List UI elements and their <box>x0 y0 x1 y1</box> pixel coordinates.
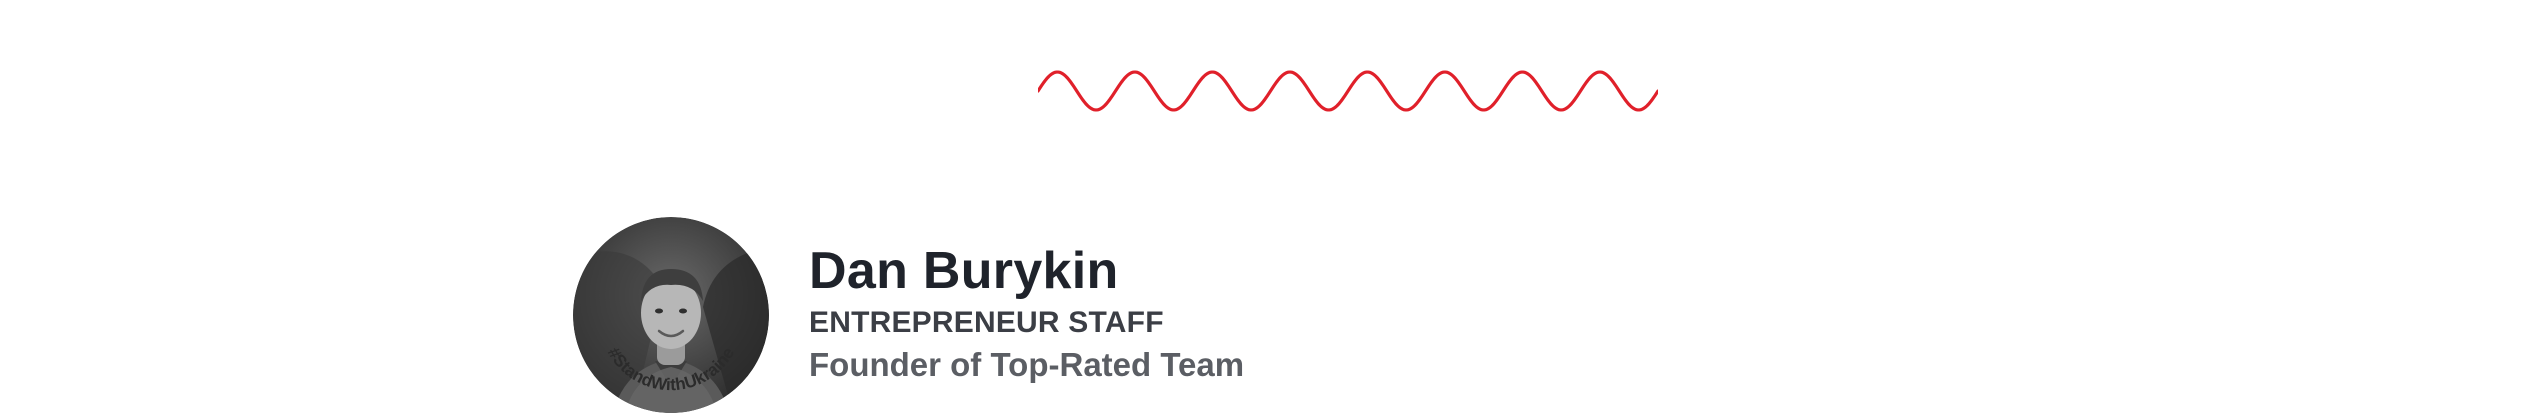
avatar: #StandWithUkraine <box>573 217 769 413</box>
author-card: #StandWithUkraine Dan Burykin ENTREPRENE… <box>573 217 1244 413</box>
author-info: Dan Burykin ENTREPRENEUR STAFF Founder o… <box>809 240 1244 386</box>
author-name: Dan Burykin <box>809 242 1119 300</box>
author-description: Founder of Top-Rated Team <box>809 346 1245 383</box>
author-role: ENTREPRENEUR STAFF <box>809 306 1164 339</box>
wave-divider-icon <box>1038 70 1658 112</box>
avatar-photo: #StandWithUkraine <box>573 217 769 413</box>
